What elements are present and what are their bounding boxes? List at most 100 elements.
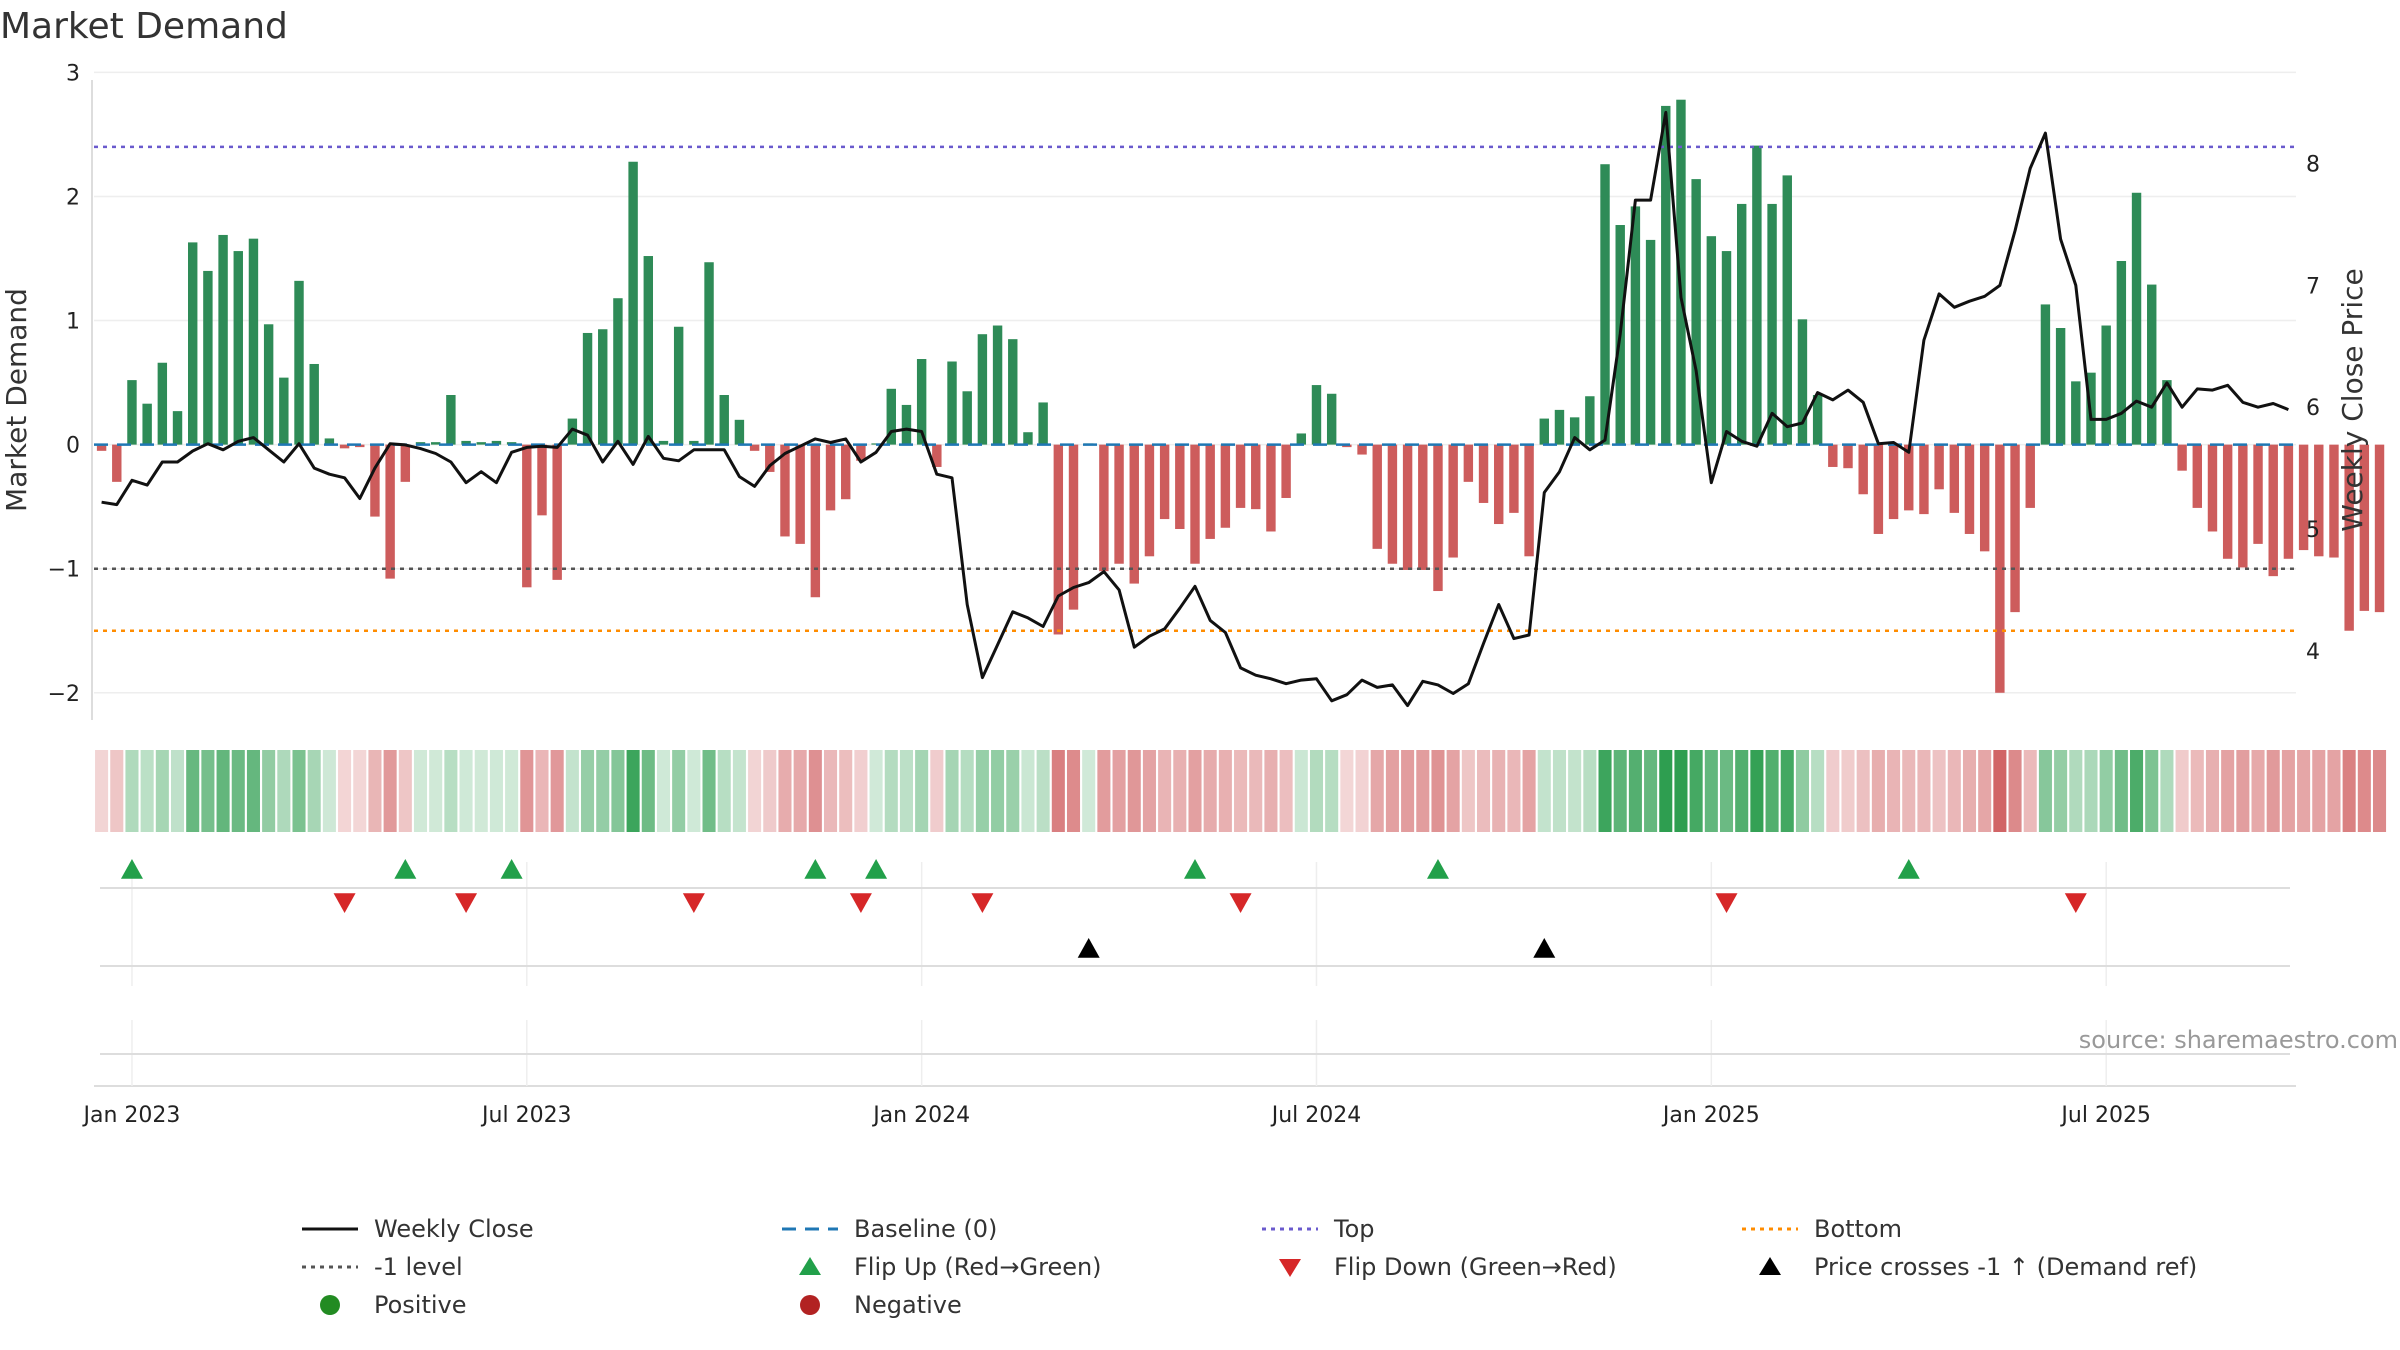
demand-bar — [1478, 444, 1489, 503]
heat-cell — [581, 750, 595, 832]
flip-down-marker — [455, 893, 478, 913]
heat-cell — [1218, 750, 1232, 832]
demand-bar — [1782, 175, 1792, 445]
heat-cell — [1613, 750, 1627, 832]
price-cross-marker — [1077, 938, 1100, 958]
demand-bar — [1175, 444, 1185, 529]
demand-bar — [977, 334, 988, 445]
demand-bar — [1630, 206, 1641, 445]
heat-cell — [1188, 750, 1202, 832]
heat-cell — [1097, 750, 1111, 832]
demand-bar — [1979, 444, 1990, 552]
heat-cell — [1051, 750, 1065, 832]
demand-bar — [643, 256, 654, 445]
demand-bar — [476, 442, 486, 445]
demand-bar — [2329, 444, 2339, 558]
heat-cell — [824, 750, 838, 832]
flip-up-marker — [1426, 859, 1449, 879]
heat-cell — [292, 750, 306, 832]
heat-cell — [2297, 750, 2311, 832]
heat-cell — [1264, 750, 1278, 832]
heat-cell — [565, 750, 579, 832]
heat-cell — [186, 750, 200, 832]
demand-bar — [446, 395, 456, 445]
heat-cell — [1841, 750, 1855, 832]
demand-bar — [2298, 444, 2309, 551]
demand-bar — [1205, 444, 1215, 539]
heat-cell — [95, 750, 109, 832]
heat-cell — [1021, 750, 1035, 832]
demand-bar — [765, 444, 775, 472]
heat-cell — [1340, 750, 1354, 832]
flip-up-marker — [1897, 859, 1920, 879]
heat-cell — [702, 750, 716, 832]
price-cross-marker — [1533, 938, 1556, 958]
heat-cell — [1704, 750, 1718, 832]
demand-bar — [1418, 444, 1428, 570]
heat-cell — [1158, 750, 1172, 832]
demand-bar — [1402, 444, 1413, 570]
heat-cell — [2084, 750, 2098, 832]
y-axis-label: Market Demand — [0, 288, 33, 512]
heat-cell — [1932, 750, 1946, 832]
demand-bar — [2207, 444, 2218, 532]
demand-bar — [2071, 381, 2081, 445]
heat-cell — [2023, 750, 2037, 832]
y-tick-label: 1 — [66, 310, 80, 335]
heat-cell — [1006, 750, 1020, 832]
heat-cell — [1203, 750, 1217, 832]
heat-cell — [596, 750, 610, 832]
demand-bar — [992, 325, 1003, 445]
heat-cell — [353, 750, 367, 832]
legend-item: Flip Down (Green→Red) — [1260, 1253, 1617, 1281]
heat-cell — [429, 750, 443, 832]
demand-bars — [96, 99, 2385, 693]
demand-bar — [582, 332, 593, 445]
demand-bar — [2253, 444, 2263, 544]
flip-down-marker — [333, 893, 356, 913]
demand-bar — [1372, 444, 1382, 549]
heat-cell — [748, 750, 762, 832]
demand-bar — [1448, 444, 1458, 558]
heat-cell — [1477, 750, 1491, 832]
heat-cell — [1370, 750, 1384, 832]
legend-item: Negative — [780, 1291, 962, 1319]
heat-cell — [1871, 750, 1885, 832]
demand-bar — [2147, 284, 2157, 445]
heat-cell — [1066, 750, 1081, 832]
demand-bar — [628, 161, 638, 445]
legend-swatch — [302, 1227, 358, 1231]
y2-tick-label: 8 — [2306, 153, 2320, 178]
flip-up-marker — [500, 859, 523, 879]
heat-cell — [991, 750, 1005, 832]
demand-bar — [1509, 444, 1519, 513]
demand-bar — [1569, 417, 1580, 445]
demand-bar — [916, 359, 927, 445]
heat-cell — [1127, 750, 1141, 832]
demand-bar — [2314, 444, 2324, 557]
demand-bar — [552, 444, 562, 580]
demand-bar — [1752, 145, 1762, 445]
demand-bar — [400, 444, 411, 482]
x-tick-label: Jan 2024 — [871, 1103, 970, 1128]
demand-bar — [1600, 164, 1610, 445]
demand-bar — [1706, 236, 1717, 445]
demand-bar — [142, 403, 152, 445]
demand-bar — [1888, 444, 1899, 520]
heat-cell — [2236, 750, 2250, 832]
demand-bar — [1038, 402, 1048, 445]
heat-cell — [1401, 750, 1415, 832]
legend-swatch — [800, 1295, 820, 1315]
heat-cell — [1826, 750, 1840, 832]
heat-cell — [808, 750, 822, 832]
demand-bar — [1797, 319, 1808, 445]
demand-bar — [734, 419, 745, 445]
demand-bar — [1585, 396, 1595, 445]
legend-label: Bottom — [1814, 1215, 1903, 1243]
heat-cell — [262, 750, 276, 832]
heat-cell — [489, 750, 503, 832]
demand-bar — [749, 444, 760, 451]
legend-item: Price crosses -1 ↑ (Demand ref) — [1740, 1253, 2197, 1281]
heat-cell — [383, 750, 397, 832]
